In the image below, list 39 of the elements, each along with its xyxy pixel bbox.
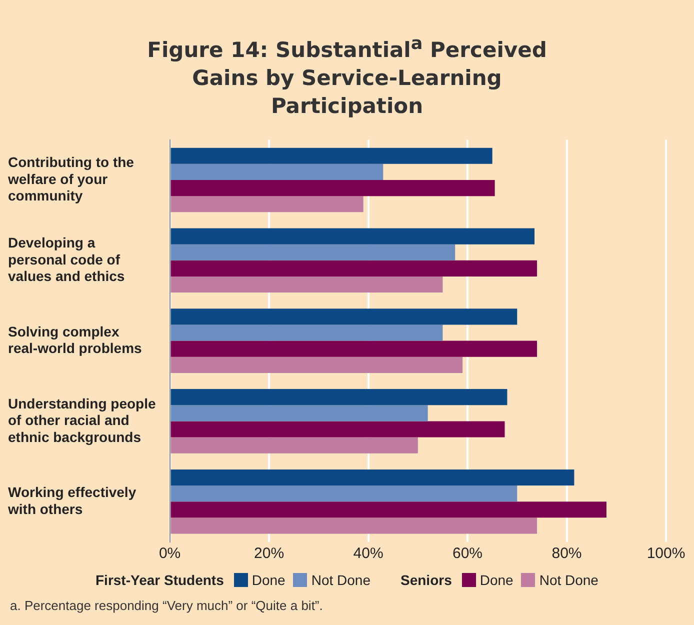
text: First-Year Students xyxy=(96,572,224,588)
legend-label: Not Done xyxy=(310,572,370,588)
bar xyxy=(170,486,518,502)
text: Seniors xyxy=(400,572,452,588)
bar xyxy=(170,164,384,180)
bar xyxy=(170,421,505,438)
text: a. Percentage responding “Very much” or “Quite a bit”. xyxy=(10,598,323,613)
y-tick-label: Solving complex real-world problems xyxy=(8,323,142,356)
x-tick-label: 80% xyxy=(552,544,582,562)
x-tick-label: 60% xyxy=(452,544,483,562)
bar xyxy=(170,324,443,341)
bar xyxy=(170,276,443,293)
bar xyxy=(170,356,463,373)
legend-label: Done xyxy=(478,572,514,588)
x-tick-label: 0% xyxy=(158,544,181,562)
bar xyxy=(170,180,495,196)
legend-label: Done xyxy=(250,572,286,588)
bar xyxy=(170,469,574,486)
bar xyxy=(170,502,606,518)
y-tick-label: Contributing to the welfare of your community xyxy=(7,154,134,204)
bar xyxy=(170,244,456,260)
x-tick-label: 100% xyxy=(646,544,686,562)
bar xyxy=(170,518,537,534)
y-tick-label: Developing a personal code of values and ethics xyxy=(8,234,125,284)
bar xyxy=(170,308,518,325)
bar xyxy=(170,148,492,164)
bar xyxy=(170,437,418,454)
x-tick-label: 40% xyxy=(353,544,384,562)
legend-label: Not Done xyxy=(538,572,598,588)
bar xyxy=(170,260,537,276)
bar xyxy=(170,405,428,422)
chart-title: Figure 14: Substantial$^{a}$ Perceived Gains by Service-Learning Participation xyxy=(146,33,548,120)
bar xyxy=(170,196,364,212)
y-tick-label: Understanding people of other racial and ethnic backgrounds xyxy=(8,395,156,445)
y-tick-label: Working effectively with others xyxy=(7,484,136,517)
x-tick-label: 20% xyxy=(254,544,284,562)
bar xyxy=(170,340,537,357)
bar xyxy=(170,228,535,244)
bar xyxy=(170,389,508,406)
